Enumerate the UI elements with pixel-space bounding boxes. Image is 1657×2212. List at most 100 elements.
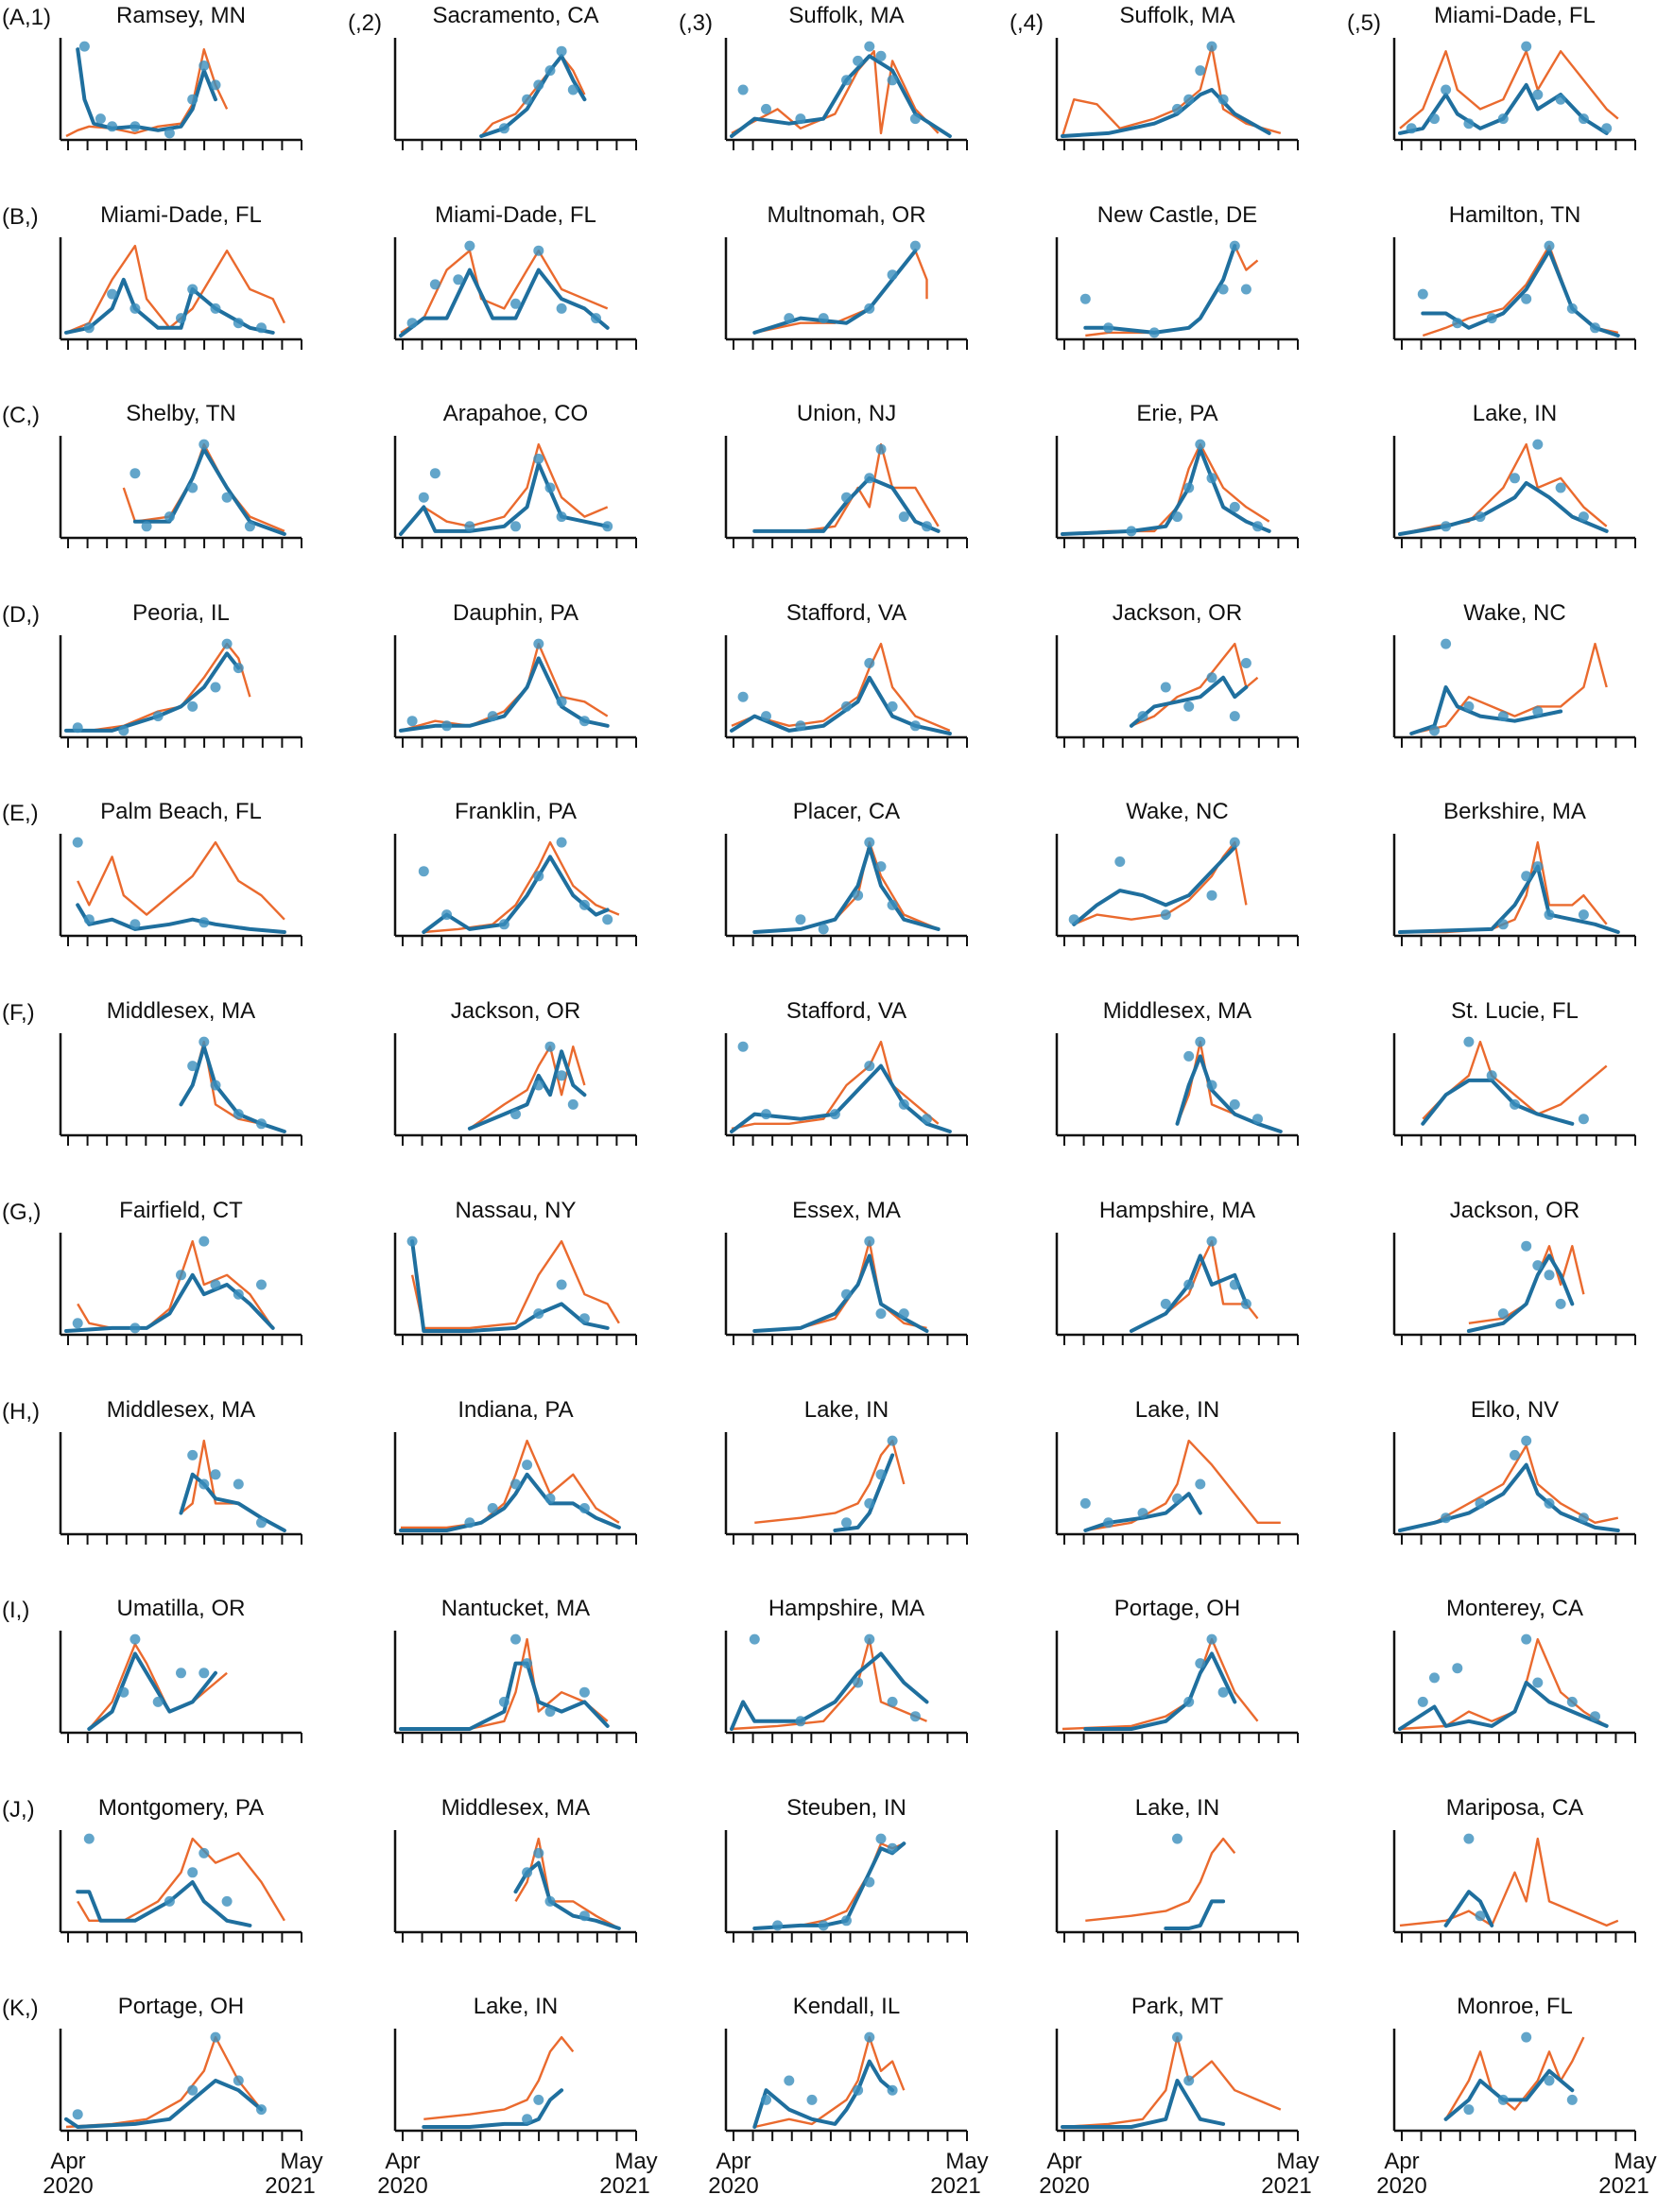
data-point bbox=[1252, 521, 1263, 532]
data-point bbox=[1497, 711, 1509, 722]
data-point bbox=[1521, 2031, 1532, 2043]
series-orange-line bbox=[754, 442, 940, 533]
data-point bbox=[1452, 1663, 1463, 1674]
data-point bbox=[1206, 1236, 1217, 1247]
column-label: (,2) bbox=[348, 10, 382, 36]
data-point bbox=[737, 691, 749, 702]
data-point bbox=[1183, 2075, 1195, 2086]
data-point bbox=[578, 1686, 590, 1698]
data-point bbox=[761, 711, 771, 722]
panel-title: Lake, IN bbox=[474, 1994, 558, 2019]
data-point bbox=[1195, 1478, 1206, 1490]
data-point bbox=[1183, 94, 1195, 105]
data-point bbox=[187, 1061, 198, 1072]
data-point bbox=[187, 2084, 198, 2096]
data-point bbox=[1532, 89, 1544, 100]
x-end-year: 2021 bbox=[930, 2173, 980, 2199]
data-point bbox=[556, 1279, 567, 1290]
data-point bbox=[1555, 94, 1566, 105]
data-point bbox=[510, 521, 521, 532]
data-point bbox=[198, 1847, 210, 1858]
row-label: (E,) bbox=[2, 801, 39, 826]
data-point bbox=[210, 1080, 221, 1091]
data-point bbox=[864, 1876, 875, 1888]
panel-title: Jackson, OR bbox=[451, 998, 580, 1024]
data-point bbox=[187, 94, 198, 105]
series-orange-line bbox=[469, 1046, 586, 1130]
panel: (,3) Suffolk, MA bbox=[679, 3, 968, 150]
data-point bbox=[129, 121, 141, 132]
data-point bbox=[1195, 1658, 1206, 1669]
data-point bbox=[1510, 1449, 1520, 1460]
data-point bbox=[1240, 284, 1251, 295]
data-point bbox=[544, 482, 556, 493]
data-point bbox=[909, 1711, 921, 1722]
data-point bbox=[141, 521, 152, 532]
series-orange-line bbox=[88, 1643, 228, 1730]
data-point bbox=[853, 55, 864, 66]
data-point bbox=[853, 1677, 864, 1688]
panel: Franklin, PA bbox=[393, 799, 637, 946]
panel-title: Erie, PA bbox=[1136, 401, 1217, 426]
data-point bbox=[864, 1497, 875, 1509]
data-point bbox=[1160, 682, 1171, 693]
data-point bbox=[1532, 1677, 1544, 1688]
row-label: (B,) bbox=[2, 204, 39, 230]
panel-title: Monterey, CA bbox=[1446, 1596, 1583, 1621]
panel-title: Berkshire, MA bbox=[1443, 799, 1586, 824]
data-point bbox=[1229, 711, 1240, 722]
data-point bbox=[591, 313, 601, 324]
series-blue-line bbox=[1164, 1899, 1226, 1930]
data-point bbox=[887, 75, 898, 86]
data-point bbox=[533, 79, 544, 91]
data-point bbox=[1206, 672, 1217, 683]
panel: Jackson, OR bbox=[393, 998, 637, 1146]
data-point bbox=[533, 638, 544, 649]
data-point bbox=[784, 2075, 795, 2086]
panel-title: Suffolk, MA bbox=[1119, 3, 1234, 28]
data-point bbox=[406, 318, 418, 329]
data-point bbox=[233, 1478, 244, 1490]
panel: Lake, IN bbox=[1055, 1397, 1299, 1545]
data-point bbox=[1555, 482, 1566, 493]
data-point bbox=[1532, 706, 1544, 717]
data-point bbox=[107, 288, 118, 300]
data-point bbox=[221, 492, 233, 503]
column-label: (,4) bbox=[1010, 10, 1044, 36]
data-point bbox=[187, 1867, 198, 1878]
data-point bbox=[441, 909, 453, 921]
data-point bbox=[1229, 501, 1240, 512]
data-point bbox=[464, 521, 475, 532]
data-point bbox=[233, 663, 244, 674]
data-point bbox=[853, 2084, 864, 2096]
series-blue-line bbox=[752, 2059, 895, 2129]
data-point bbox=[510, 1478, 521, 1490]
data-point bbox=[1510, 1098, 1520, 1110]
data-point bbox=[556, 837, 567, 848]
data-point bbox=[1206, 1080, 1217, 1091]
panel-title: Montgomery, PA bbox=[98, 1795, 264, 1821]
data-point bbox=[233, 1288, 244, 1300]
x-start-year: 2020 bbox=[43, 2173, 93, 2199]
x-end-year: 2021 bbox=[1261, 2173, 1311, 2199]
data-point bbox=[164, 511, 175, 523]
data-point bbox=[210, 1279, 221, 1290]
series-orange-line bbox=[401, 1637, 609, 1731]
data-point bbox=[1217, 94, 1229, 105]
row-label: (C,) bbox=[2, 403, 40, 428]
data-point bbox=[887, 1842, 898, 1854]
data-point bbox=[1544, 240, 1555, 251]
panel-title: Peoria, IL bbox=[132, 600, 230, 626]
x-end-year: 2021 bbox=[1598, 2173, 1648, 2199]
panel-title: Fairfield, CT bbox=[119, 1198, 243, 1223]
series-orange-line bbox=[65, 2035, 263, 2129]
series-orange-line bbox=[514, 1837, 620, 1930]
panel: Erie, PA bbox=[1055, 401, 1299, 548]
data-point bbox=[198, 1036, 210, 1047]
data-point bbox=[198, 60, 210, 71]
data-point bbox=[1114, 856, 1126, 867]
data-point bbox=[1578, 1512, 1589, 1524]
data-point bbox=[1590, 322, 1600, 334]
data-point bbox=[1183, 482, 1195, 493]
series-orange-line bbox=[400, 250, 609, 334]
